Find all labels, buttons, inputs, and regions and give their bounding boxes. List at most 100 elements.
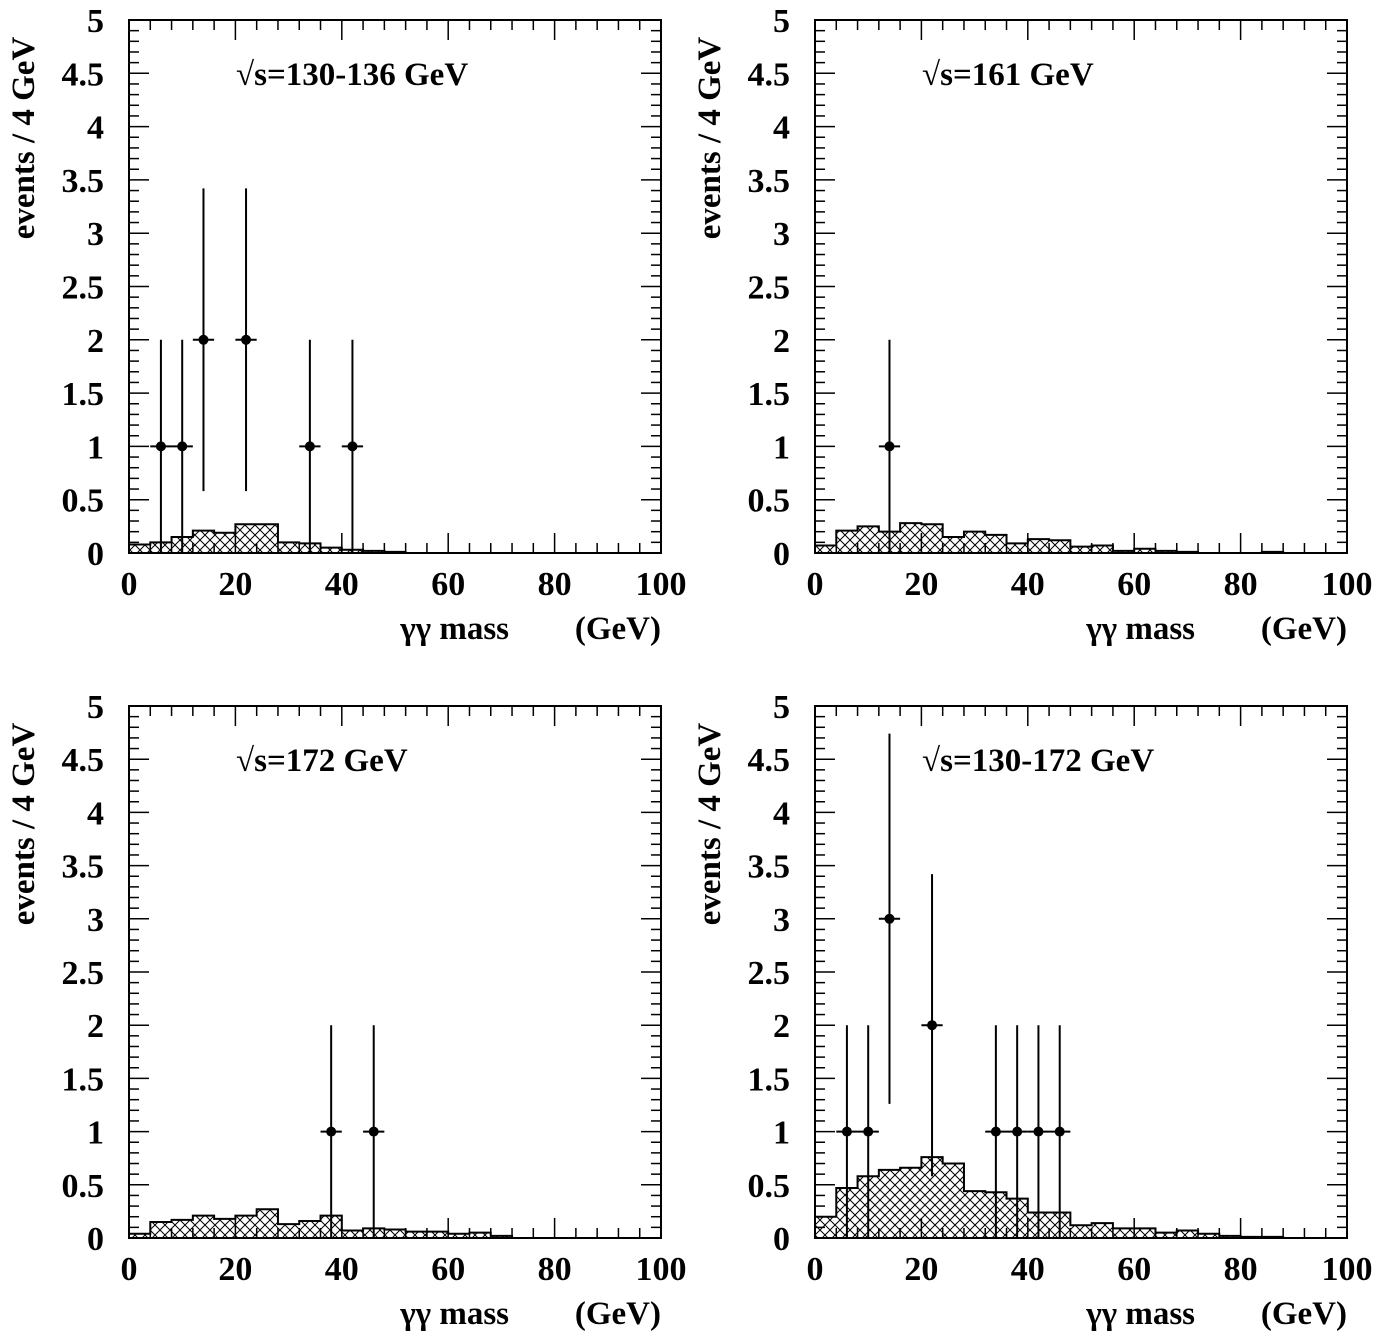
plot-frame xyxy=(814,19,1348,554)
y-tick-label: 2.5 xyxy=(62,955,105,992)
data-marker xyxy=(990,1126,1001,1137)
y-tick-label: 4.5 xyxy=(62,56,105,93)
y-tick-label: 3 xyxy=(773,216,790,253)
data-point xyxy=(192,188,215,492)
plot-frame xyxy=(814,705,1348,1239)
y-tick-label: 0 xyxy=(773,536,790,573)
panel-title: √s=172 GeV xyxy=(236,743,408,779)
x-tick-label: 40 xyxy=(325,1251,359,1288)
y-tick-label: 4 xyxy=(773,110,790,147)
data-point xyxy=(235,188,257,492)
y-tick-label: 5 xyxy=(773,3,790,40)
y-tick-label: 5 xyxy=(773,689,790,726)
y-tick-label: 1 xyxy=(773,429,790,466)
chart-panel-3: 0 20 40 60 80 100 0 0.5 1 1.5 2 2.5 3 3.5 4 4.5 5 γγ mass… xyxy=(6,689,687,1332)
x-axis-label: γγ mass xyxy=(399,611,509,647)
x-tick-label: 80 xyxy=(1224,566,1258,603)
y-tick-label: 4.5 xyxy=(62,742,105,779)
data-marker xyxy=(1033,1126,1044,1137)
data-marker xyxy=(304,441,315,452)
background-histogram-fill xyxy=(815,523,1347,553)
y-tick-label: 2 xyxy=(87,323,104,360)
x-tick-label: 0 xyxy=(807,566,824,603)
data-point xyxy=(921,874,943,1177)
y-tick-label: 3 xyxy=(87,216,104,253)
panel-title: √s=161 GeV xyxy=(922,57,1094,93)
y-tick-label: 0.5 xyxy=(62,483,105,520)
y-tick-label: 3.5 xyxy=(748,163,791,200)
x-tick-label: 40 xyxy=(1011,1251,1045,1288)
data-marker xyxy=(198,334,209,345)
x-tick-label: 100 xyxy=(636,1251,687,1288)
x-tick-label: 60 xyxy=(1117,1251,1151,1288)
y-tick-label: 0 xyxy=(87,536,104,573)
chart-panel-2: 0 20 40 60 80 100 0 0.5 1 1.5 2 2.5 3 3.5 4 4.5 5 γγ mass… xyxy=(692,3,1373,647)
y-tick-label: 0.5 xyxy=(748,483,791,520)
background-histogram-fill xyxy=(129,524,661,553)
x-axis-label: γγ mass xyxy=(1085,611,1195,647)
x-tick-label: 20 xyxy=(218,1251,252,1288)
y-axis-label: events / 4 GeV xyxy=(6,37,42,240)
x-axis-label: γγ mass xyxy=(1085,1296,1195,1332)
x-tick-label: 0 xyxy=(121,1251,138,1288)
x-tick-label: 20 xyxy=(904,1251,938,1288)
x-axis-unit: (GeV) xyxy=(1261,611,1347,647)
x-tick-label: 60 xyxy=(1117,566,1151,603)
data-point xyxy=(171,339,193,553)
data-point xyxy=(878,733,901,1104)
x-tick-label: 20 xyxy=(218,566,252,603)
y-tick-label: 0.5 xyxy=(748,1168,791,1205)
y-tick-label: 3.5 xyxy=(62,163,105,200)
y-axis-label: events / 4 GeV xyxy=(692,723,728,926)
data-point xyxy=(1049,1025,1071,1238)
y-tick-label: 0 xyxy=(87,1221,104,1258)
plot-frame xyxy=(128,705,662,1239)
y-tick-label: 2 xyxy=(773,1008,790,1045)
y-tick-label: 3.5 xyxy=(62,849,105,886)
y-tick-label: 2 xyxy=(773,323,790,360)
data-point xyxy=(985,1025,1007,1238)
y-tick-label: 3.5 xyxy=(748,849,791,886)
y-tick-label: 1 xyxy=(773,1115,790,1152)
data-point xyxy=(1006,1025,1028,1238)
y-tick-label: 4 xyxy=(87,795,104,832)
data-marker xyxy=(884,913,895,924)
data-marker xyxy=(368,1126,379,1137)
x-tick-label: 0 xyxy=(121,566,138,603)
data-marker xyxy=(326,1126,337,1137)
data-marker xyxy=(177,441,188,452)
data-point xyxy=(1027,1025,1050,1238)
y-tick-label: 1.5 xyxy=(748,1061,791,1098)
plot-frame xyxy=(128,19,662,554)
x-tick-label: 40 xyxy=(1011,566,1045,603)
data-marker xyxy=(1012,1126,1023,1137)
x-axis-unit: (GeV) xyxy=(1261,1296,1347,1332)
data-point xyxy=(836,1025,858,1238)
background-histogram-outline xyxy=(815,1156,1347,1239)
x-tick-label: 80 xyxy=(1224,1251,1258,1288)
y-tick-label: 1 xyxy=(87,429,104,466)
y-tick-label: 0 xyxy=(773,1221,790,1258)
data-point xyxy=(857,1025,879,1238)
y-tick-label: 0.5 xyxy=(62,1168,105,1205)
data-marker xyxy=(841,1126,852,1137)
panel-title: √s=130-136 GeV xyxy=(236,57,468,93)
data-point xyxy=(363,1025,385,1238)
y-tick-label: 4 xyxy=(87,110,104,147)
y-tick-label: 5 xyxy=(87,3,104,40)
x-axis-label: γγ mass xyxy=(399,1296,509,1332)
chart-panel-1: 0 20 40 60 80 100 0 0.5 1 1.5 2 2.5 3 3.5 4 4.5 5 γγ mass… xyxy=(6,3,687,647)
y-tick-label: 1 xyxy=(87,1115,104,1152)
data-point xyxy=(299,339,321,553)
data-marker xyxy=(927,1020,938,1031)
data-marker xyxy=(241,334,252,345)
x-tick-label: 40 xyxy=(325,566,359,603)
y-tick-label: 2 xyxy=(87,1008,104,1045)
data-marker xyxy=(1054,1126,1065,1137)
data-marker xyxy=(884,441,895,452)
x-tick-label: 80 xyxy=(538,566,572,603)
background-histogram-fill xyxy=(815,1157,1347,1238)
y-tick-label: 1.5 xyxy=(62,376,105,413)
panel-title: √s=130-172 GeV xyxy=(922,743,1154,779)
data-marker xyxy=(347,441,358,452)
